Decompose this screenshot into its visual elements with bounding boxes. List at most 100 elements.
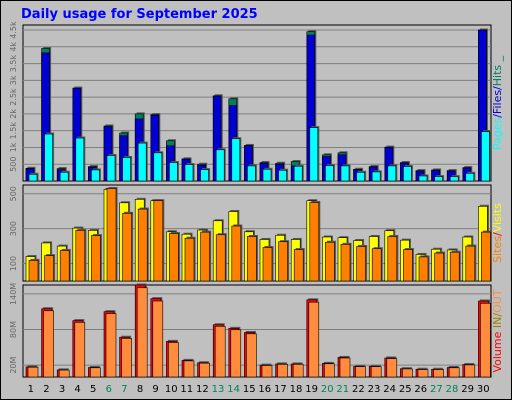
sites-bar (215, 234, 226, 282)
sites-bar (434, 252, 444, 282)
sites-bar (387, 236, 398, 282)
day-label: 16 (258, 384, 271, 395)
hits-axis-title: Pages/Files/Hits _ (491, 55, 504, 150)
volume-axis-tick-label: 80M (9, 321, 18, 338)
sites-bar (137, 208, 148, 282)
hits-axis-title-part: Pages (491, 118, 504, 151)
day-label: 1 (28, 384, 34, 395)
volume-axis-tick-label: 140M (9, 283, 18, 305)
pages-bar (293, 165, 303, 182)
day-label: 14 (227, 384, 240, 395)
day-label: 17 (274, 384, 287, 395)
sites-bar (278, 241, 288, 282)
pages-bar (231, 138, 241, 182)
pages-bar (325, 165, 334, 182)
day-label: 13 (212, 384, 225, 395)
hits-axis-title-part: _ (491, 55, 504, 64)
hits-axis-tick-label: 3k (9, 75, 18, 85)
pages-bar (387, 165, 397, 182)
pages-bar (169, 162, 178, 182)
hits-axis-tick-label: 2.5k (9, 88, 18, 106)
sites-bar (44, 255, 54, 282)
hits-axis-title-part: Hits (491, 65, 504, 87)
pages-bar (122, 157, 131, 182)
volume-out-bar (199, 362, 210, 378)
hits-axis-tick-label: 3.5k (9, 55, 18, 73)
sites-bar (184, 237, 195, 282)
volume-out-bar (464, 364, 476, 378)
visits-axis-title-part: / (491, 232, 504, 236)
day-label: 20 (321, 384, 334, 395)
pages-bar (278, 169, 287, 182)
sites-bar (28, 260, 39, 282)
pages-bar (44, 133, 53, 182)
chart-title: Daily usage for September 2025 (21, 7, 258, 22)
sites-bar (153, 200, 164, 282)
volume-out-bar (168, 342, 179, 378)
pages-bar (403, 166, 412, 182)
hits-axis-tick-label: 4k (9, 42, 18, 52)
day-label: 23 (368, 384, 381, 395)
volume-out-bar (183, 360, 195, 378)
pages-bar (106, 155, 116, 182)
hits-axis-tick-label: 1k (9, 142, 18, 152)
day-label: 6 (106, 384, 112, 395)
volume-out-bar (230, 329, 242, 378)
volume-out-bar (214, 326, 226, 378)
pages-bar (418, 175, 428, 182)
hits-axis-tick-label: 4.5k (9, 21, 18, 39)
volume-out-bar (433, 369, 444, 378)
sites-bar (75, 230, 86, 282)
volume-out-bar (27, 366, 39, 378)
pages-bar (434, 176, 443, 182)
day-label: 22 (352, 384, 365, 395)
sites-bar (356, 246, 366, 282)
volume-out-bar (74, 322, 86, 378)
pages-bar (465, 172, 475, 182)
visits-axis-title: Sites/Visits (491, 203, 504, 263)
pages-bar (153, 152, 163, 182)
sites-bar (247, 236, 257, 282)
volume-out-bar (136, 287, 148, 378)
volume-out-bar (448, 367, 460, 378)
pages-bar (449, 176, 459, 182)
day-label: 2 (43, 384, 49, 395)
volume-out-bar (402, 368, 413, 378)
day-label: 18 (290, 384, 303, 395)
day-label: 4 (74, 384, 80, 395)
day-label: 10 (165, 384, 178, 395)
volume-out-bar (324, 363, 335, 378)
day-label: 28 (446, 384, 459, 395)
pages-bar (200, 169, 209, 182)
volume-out-bar (105, 313, 117, 378)
volume-out-bar (43, 310, 54, 378)
volume-out-bar (417, 369, 429, 378)
sites-bar (262, 247, 273, 282)
day-label: 7 (121, 384, 127, 395)
day-label: 19 (305, 384, 318, 395)
day-label: 30 (477, 384, 490, 395)
day-label: 12 (196, 384, 209, 395)
pages-bar (184, 164, 194, 182)
sites-bar (403, 249, 413, 282)
pages-bar (137, 142, 147, 182)
volume-axis-tick-label: 20M (9, 356, 18, 373)
sites-bar (340, 244, 351, 282)
visits-axis-tick-label: 500 (9, 186, 18, 201)
pages-bar (309, 127, 319, 182)
volume-out-bar (370, 366, 382, 378)
volume-axis-title-part: IN (491, 317, 504, 332)
hits-axis-title-part: / (491, 86, 504, 90)
day-label: 11 (180, 384, 193, 395)
sites-bar (418, 256, 429, 282)
volume-axis-title-part: Volume (491, 331, 504, 372)
volume-out-bar (355, 366, 366, 378)
volume-out-bar (90, 367, 101, 378)
day-label: 27 (430, 384, 443, 395)
pages-bar (75, 137, 85, 182)
sites-bar (371, 248, 382, 282)
pages-bar (215, 149, 225, 182)
volume-out-bar (292, 364, 304, 378)
